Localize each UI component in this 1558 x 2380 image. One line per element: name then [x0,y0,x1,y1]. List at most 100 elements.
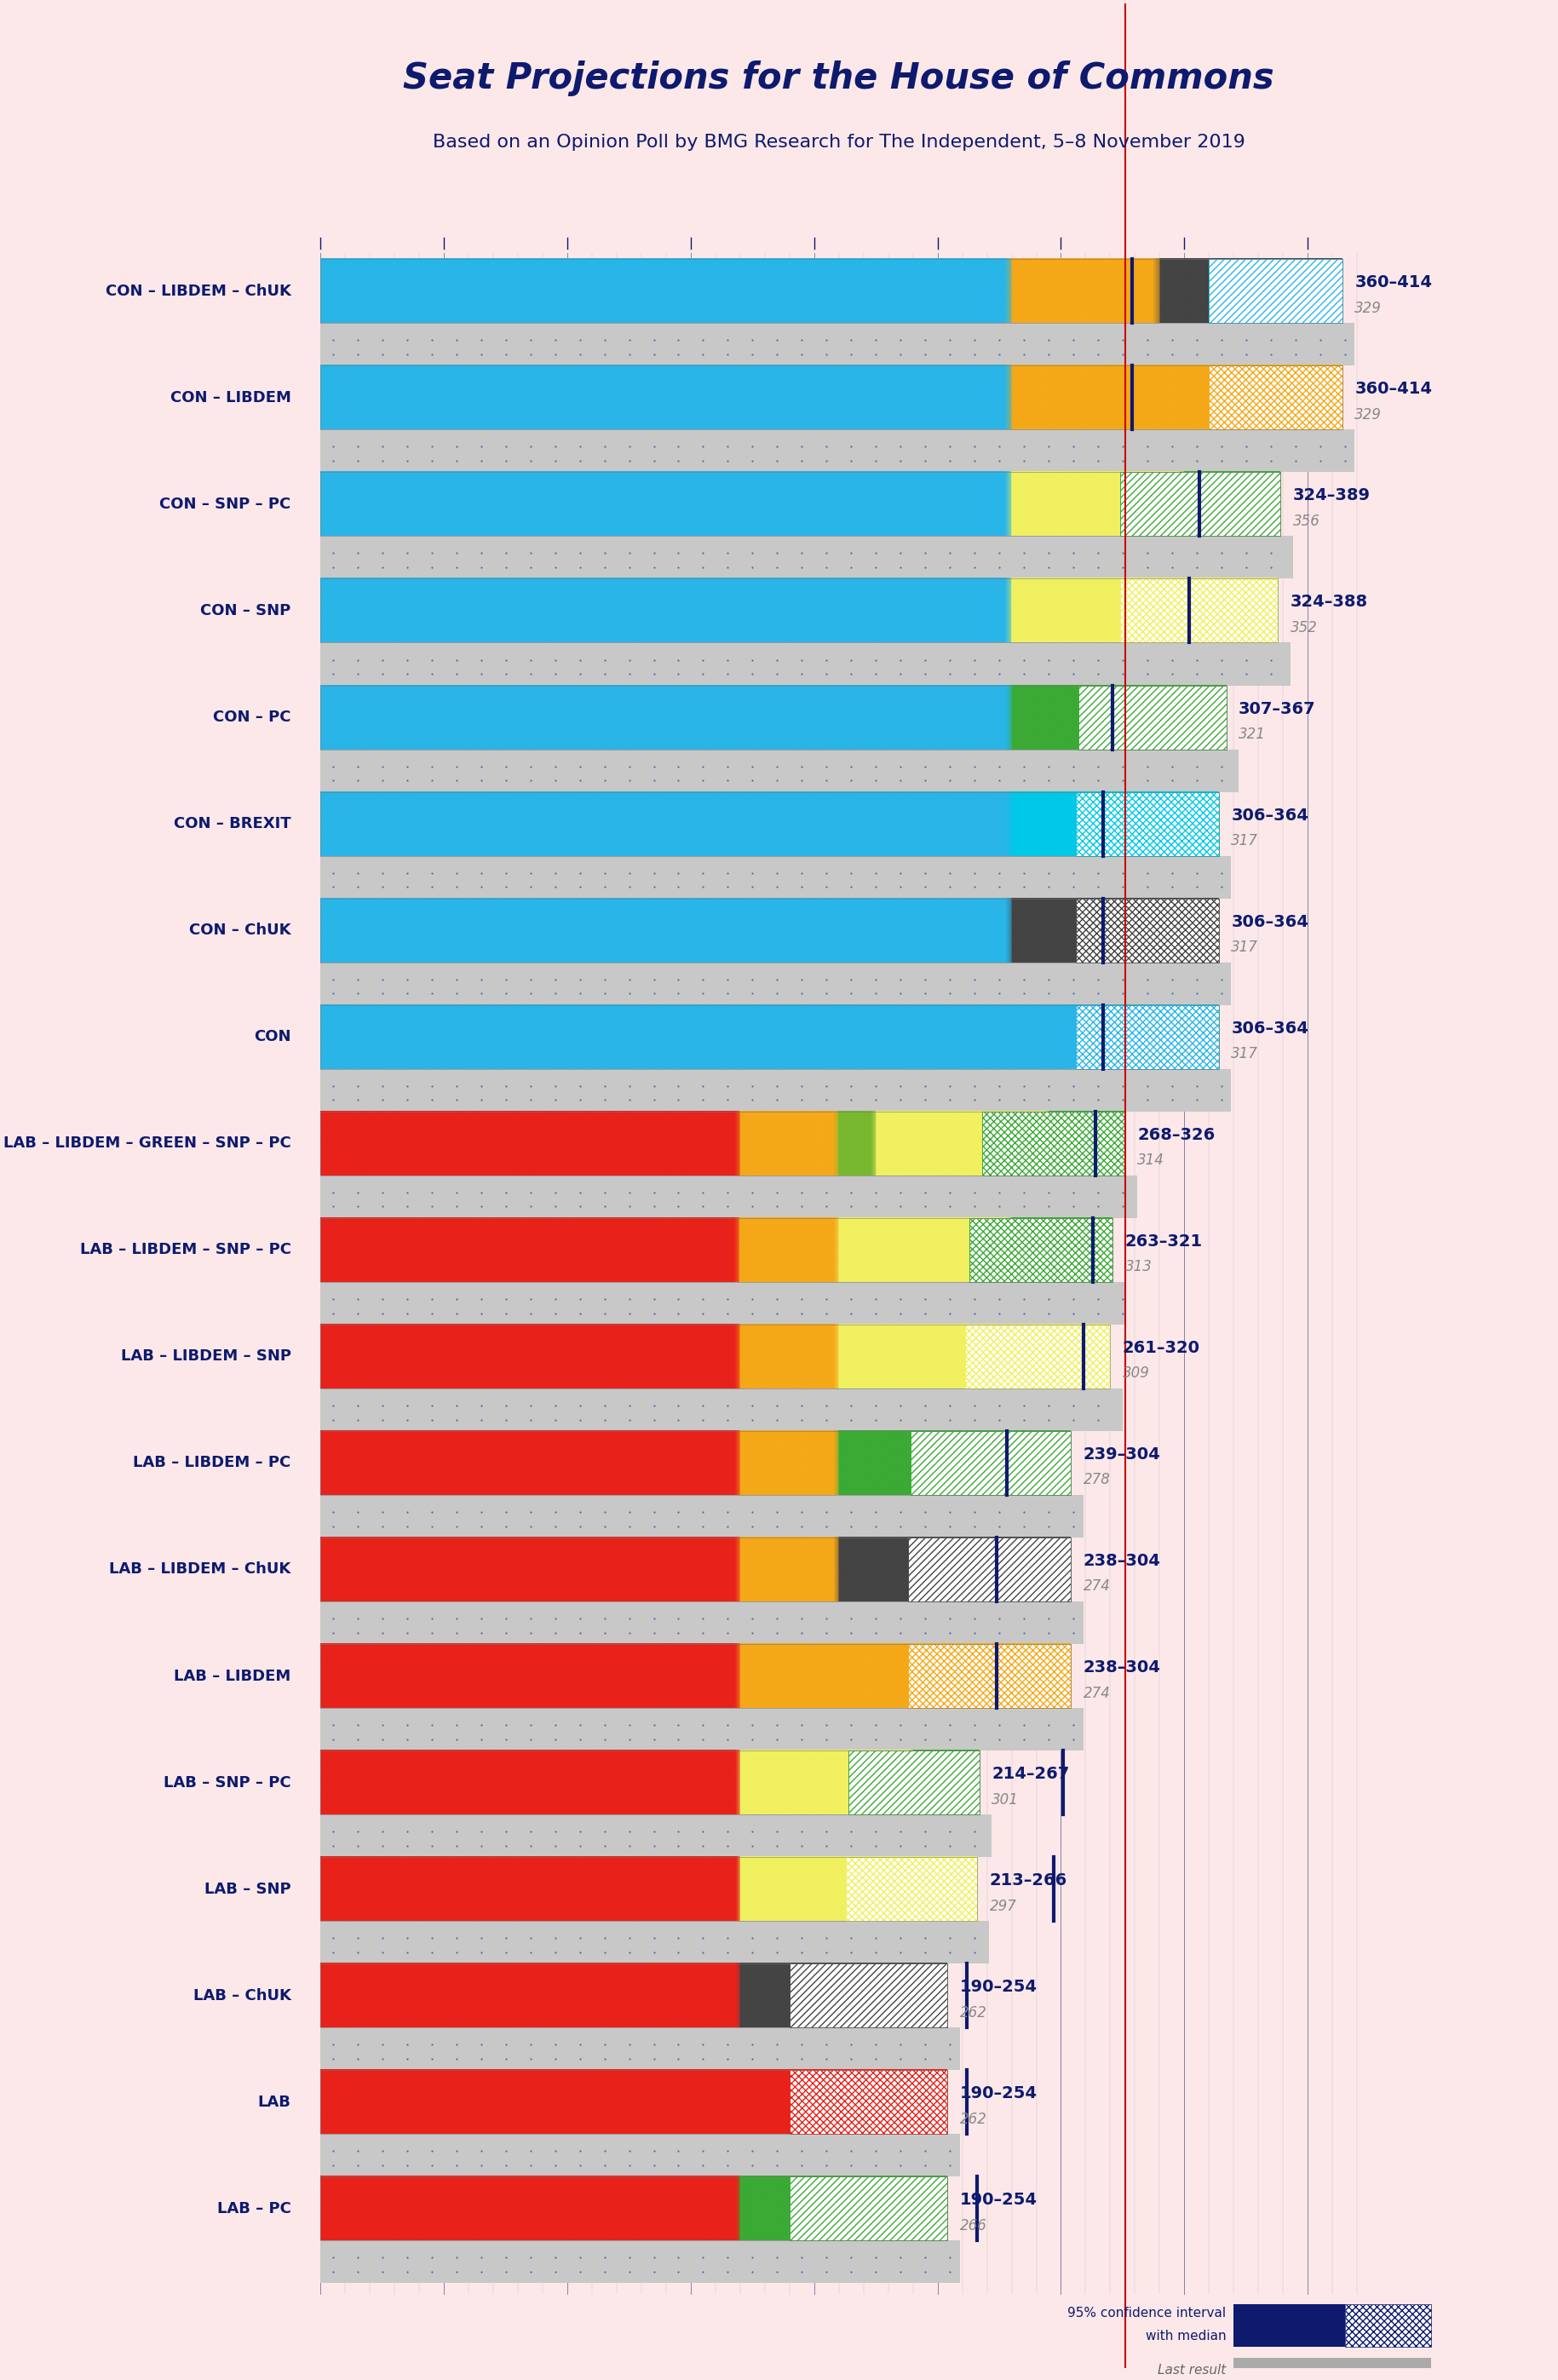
Bar [1120,471,1281,536]
Text: 268–326: 268–326 [1137,1126,1215,1142]
Bar [1345,2304,1432,2347]
Bar [321,2240,960,2282]
Bar [321,1176,1137,1219]
Bar [321,962,1231,1004]
Bar [846,1856,977,1921]
Bar [321,750,1239,793]
Text: CON – LIBDEM: CON – LIBDEM [170,390,291,405]
Bar [321,643,1290,685]
Text: 239–304: 239–304 [1083,1447,1161,1464]
Text: 307–367: 307–367 [1239,700,1317,716]
Bar [1120,578,1278,643]
Text: 266: 266 [960,2218,986,2232]
Bar [846,1856,977,1921]
Text: LAB – LIBDEM – PC: LAB – LIBDEM – PC [134,1454,291,1471]
Bar [908,1537,1070,1602]
Bar [790,2071,947,2135]
Bar [321,793,1218,857]
Text: 214–267: 214–267 [992,1766,1070,1783]
Bar [321,367,1343,431]
Text: 317: 317 [1231,833,1259,850]
Text: 238–304: 238–304 [1083,1552,1161,1568]
Bar [321,1430,1070,1495]
Bar [321,1752,980,1814]
Bar [790,1963,947,2028]
Bar [321,1004,1218,1069]
Text: CON: CON [254,1028,291,1045]
Text: 324–389: 324–389 [1293,488,1371,505]
Bar [321,1921,989,1964]
Bar [1209,259,1343,324]
Bar [321,1963,947,2028]
Text: LAB – ChUK: LAB – ChUK [193,1987,291,2004]
Bar [1075,1004,1218,1069]
Text: 238–304: 238–304 [1083,1659,1161,1676]
Bar [321,471,1281,536]
Text: with median: with median [1145,2330,1226,2342]
Text: LAB: LAB [259,2094,291,2109]
Bar [1078,685,1226,750]
Bar [321,1069,1231,1111]
Bar [982,1111,1125,1176]
Bar [321,1602,1083,1645]
Text: CON – SNP – PC: CON – SNP – PC [159,497,291,512]
Text: LAB – PC: LAB – PC [217,2202,291,2216]
Bar [1075,897,1218,962]
Bar [849,1752,980,1814]
Text: 274: 274 [1083,1685,1111,1702]
Text: 360–414: 360–414 [1354,274,1432,290]
Bar [1209,259,1343,324]
Text: 262: 262 [960,2111,986,2128]
Text: CON – SNP: CON – SNP [201,602,291,619]
Bar [1075,1004,1218,1069]
Text: 190–254: 190–254 [960,1978,1038,1994]
Bar [969,1219,1112,1283]
Bar [321,1219,1112,1283]
Bar [321,431,1354,471]
Text: CON – LIBDEM – ChUK: CON – LIBDEM – ChUK [106,283,291,300]
Bar [321,259,1343,324]
Text: LAB – LIBDEM – SNP: LAB – LIBDEM – SNP [120,1349,291,1364]
Bar [321,2135,960,2178]
Text: 306–364: 306–364 [1231,914,1309,931]
Bar [1234,2359,1432,2380]
Bar [321,897,1218,962]
Text: 301: 301 [992,1792,1019,1806]
Bar [321,857,1231,897]
Text: Based on an Opinion Poll by BMG Research for The Independent, 5–8 November 2019: Based on an Opinion Poll by BMG Research… [433,133,1245,150]
Text: 297: 297 [989,1899,1016,1914]
Bar [321,1537,1070,1602]
Text: 278: 278 [1083,1473,1111,1488]
Bar [321,1645,1070,1709]
Text: LAB – LIBDEM: LAB – LIBDEM [174,1668,291,1683]
Bar [908,1645,1070,1709]
Bar [321,536,1293,578]
Text: 329: 329 [1354,407,1382,421]
Text: CON – ChUK: CON – ChUK [189,923,291,938]
Text: 190–254: 190–254 [960,2192,1038,2209]
Bar [790,1963,947,2028]
Bar [321,685,1226,750]
Bar [321,1856,977,1921]
Bar [1209,367,1343,431]
Bar [910,1430,1070,1495]
Bar [321,578,1278,643]
Text: 263–321: 263–321 [1125,1233,1203,1250]
Text: LAB – LIBDEM – SNP – PC: LAB – LIBDEM – SNP – PC [79,1242,291,1257]
Bar [910,1430,1070,1495]
Bar [1120,471,1281,536]
Bar [969,1219,1112,1283]
Text: Seat Projections for the House of Commons: Seat Projections for the House of Common… [404,60,1274,95]
Bar [321,1709,1083,1752]
Text: 306–364: 306–364 [1231,1021,1309,1035]
Bar [321,2028,960,2071]
Bar [790,2178,947,2240]
Text: 317: 317 [1231,940,1259,954]
Bar [908,1645,1070,1709]
Text: 309: 309 [1123,1366,1150,1380]
Bar [321,1283,1125,1323]
Bar [321,1111,1125,1176]
Bar [790,2071,947,2135]
Text: LAB – LIBDEM – GREEN – SNP – PC: LAB – LIBDEM – GREEN – SNP – PC [3,1135,291,1152]
Bar [1209,367,1343,431]
